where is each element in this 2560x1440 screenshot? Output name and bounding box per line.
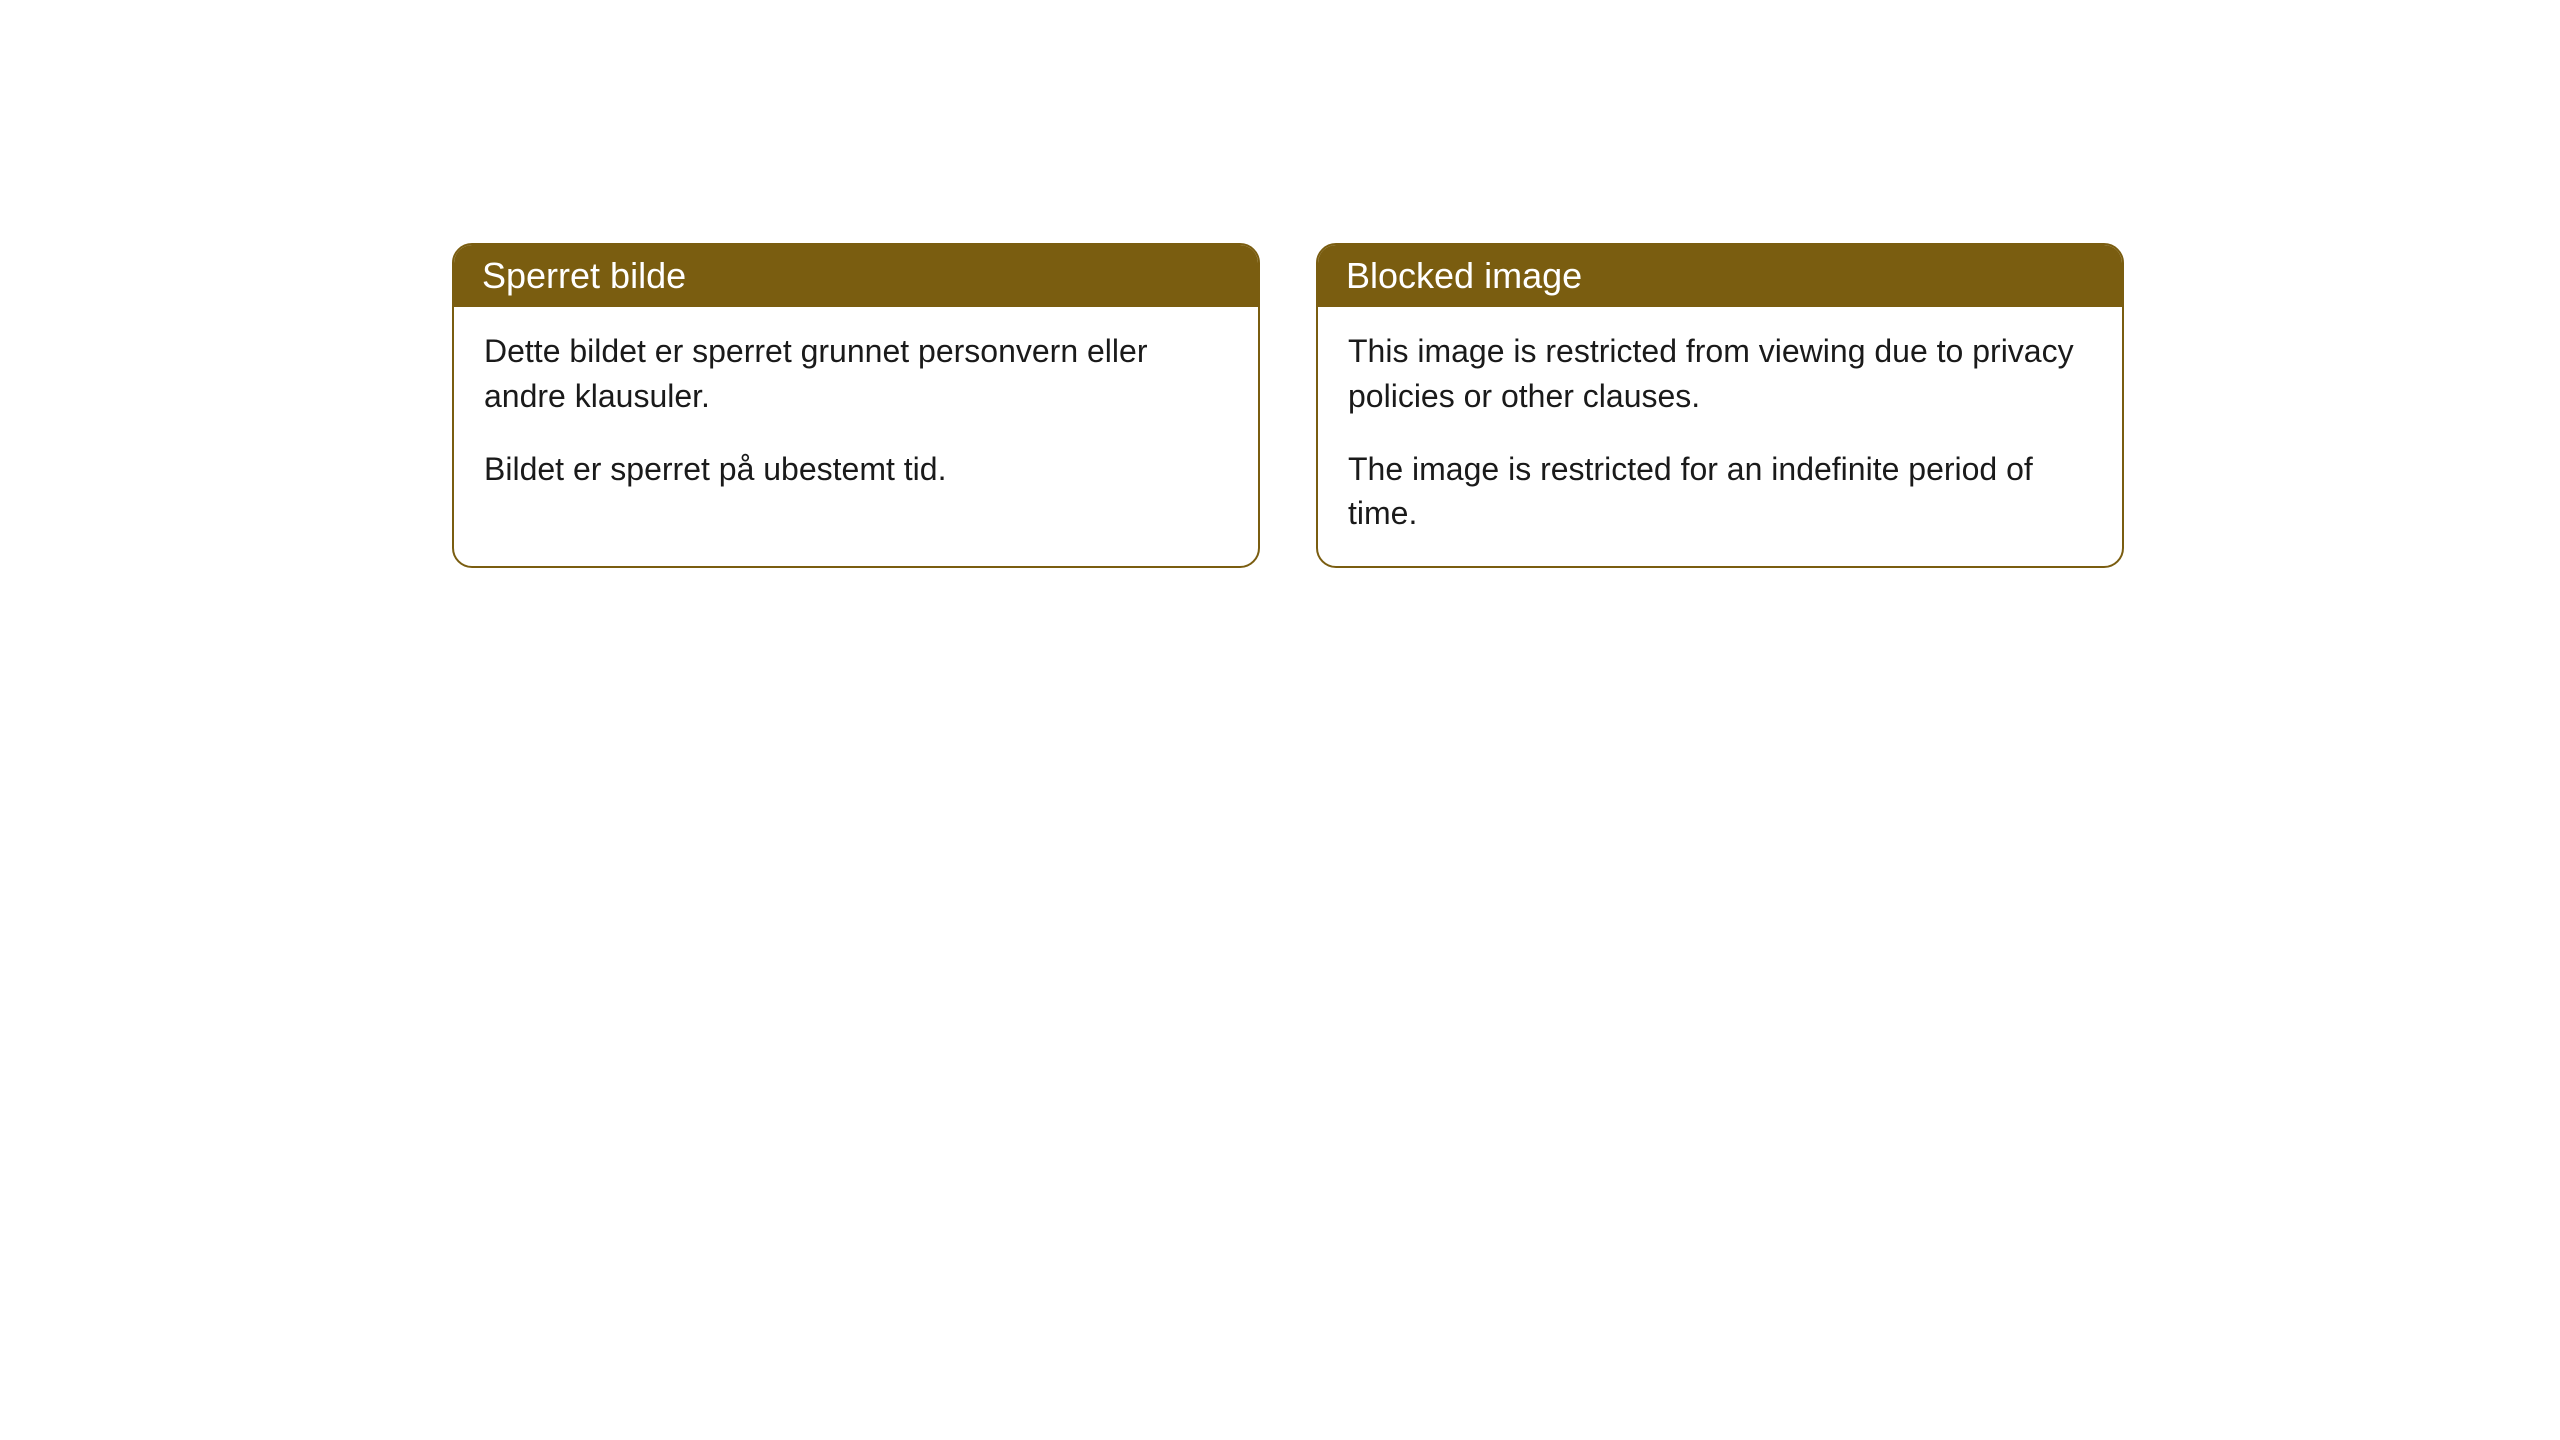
- card-paragraph: This image is restricted from viewing du…: [1348, 329, 2092, 419]
- card-header: Blocked image: [1318, 245, 2122, 307]
- blocked-image-card-english: Blocked image This image is restricted f…: [1316, 243, 2124, 568]
- card-header: Sperret bilde: [454, 245, 1258, 307]
- blocked-image-card-norwegian: Sperret bilde Dette bildet er sperret gr…: [452, 243, 1260, 568]
- card-paragraph: Dette bildet er sperret grunnet personve…: [484, 329, 1228, 419]
- card-paragraph: Bildet er sperret på ubestemt tid.: [484, 447, 1228, 492]
- card-body: This image is restricted from viewing du…: [1318, 307, 2122, 566]
- card-body: Dette bildet er sperret grunnet personve…: [454, 307, 1258, 521]
- card-title: Sperret bilde: [482, 255, 686, 296]
- card-paragraph: The image is restricted for an indefinit…: [1348, 447, 2092, 537]
- card-title: Blocked image: [1346, 255, 1582, 296]
- cards-container: Sperret bilde Dette bildet er sperret gr…: [452, 243, 2124, 568]
